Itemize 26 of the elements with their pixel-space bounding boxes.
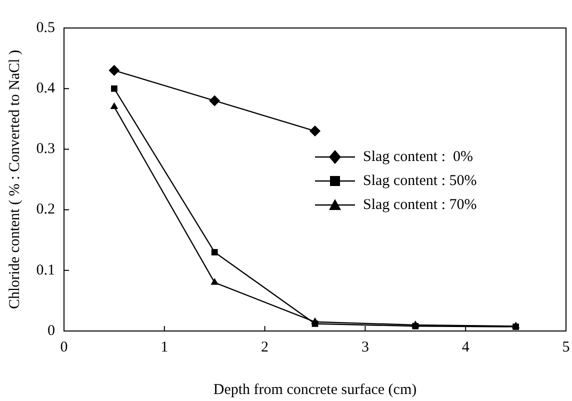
- y-tick-label: 0.1: [36, 262, 55, 278]
- y-tick-label: 0: [48, 322, 55, 339]
- x-tick-label: 1: [160, 339, 168, 356]
- y-tick-label: 0.5: [36, 20, 55, 36]
- y-tick-label: 0.2: [36, 202, 55, 218]
- legend-label: Slag content : 50%: [363, 172, 477, 190]
- point: [108, 64, 120, 76]
- y-tick-label: 0.3: [36, 141, 55, 158]
- x-tick-label: 0: [60, 339, 68, 356]
- legend-label: Slag content : 0%: [363, 148, 473, 166]
- point: [210, 278, 218, 285]
- point: [412, 322, 419, 330]
- x-tick-label: 3: [361, 339, 369, 356]
- y-tick-label: 0.4: [36, 80, 56, 97]
- point: [310, 126, 320, 137]
- point: [110, 102, 118, 110]
- point: [312, 320, 318, 327]
- point: [209, 95, 220, 106]
- y-axis-title: Chloride content ( % : Converted to NaCl ): [6, 50, 23, 310]
- x-tick-label: 4: [462, 339, 470, 356]
- x-tick-label: 2: [261, 339, 269, 356]
- x-axis-title: Depth from concrete surface (cm): [213, 382, 417, 398]
- x-tick-label: 5: [562, 339, 570, 356]
- legend-label: Slag content : 70%: [363, 196, 477, 214]
- point: [111, 85, 118, 92]
- point: [211, 249, 218, 256]
